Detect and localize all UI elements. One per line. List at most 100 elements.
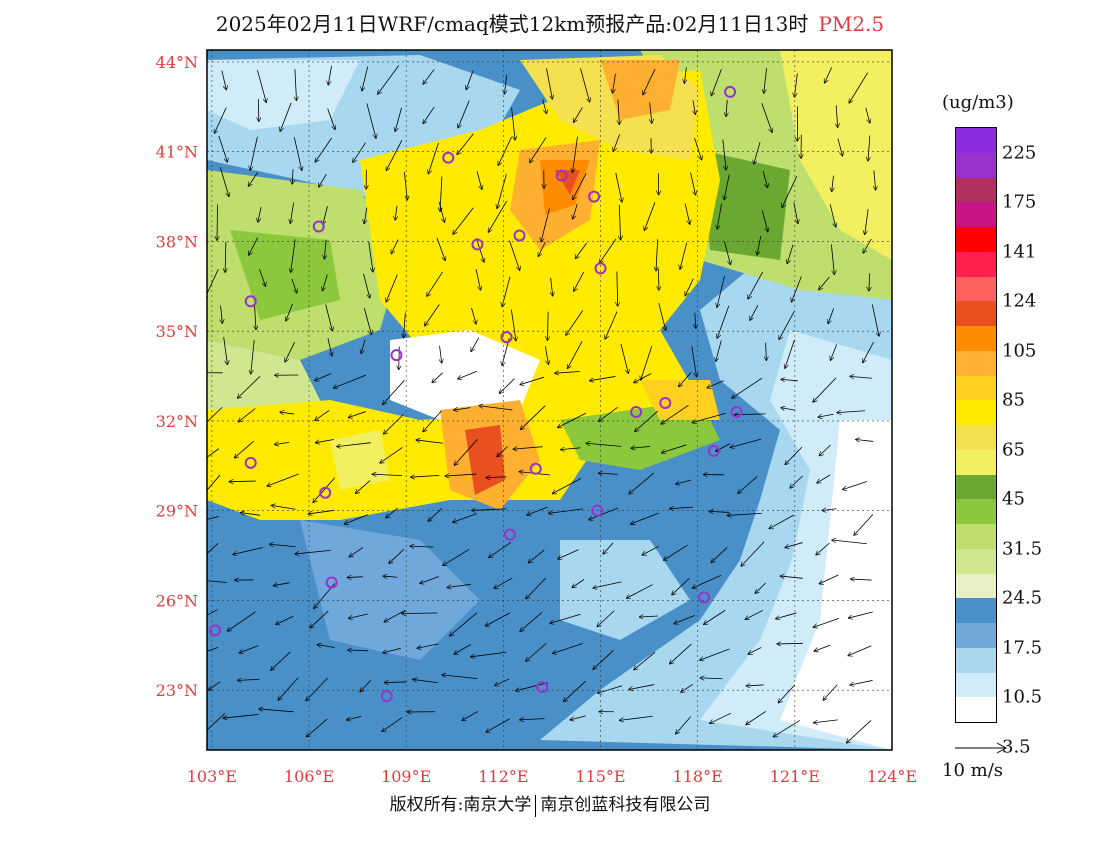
wind-vector [267,473,299,486]
wind-vector [643,68,656,95]
wind-vector [348,650,368,651]
wind-vector [722,139,726,170]
wind-vector [254,304,255,330]
wind-vector [454,408,471,410]
wind-vector [764,68,767,93]
wind-vector [207,406,223,423]
wind-vector [513,446,543,449]
wind-vector [572,579,585,587]
wind-vector [746,685,764,686]
wind-vector [550,613,581,623]
legend-swatch [956,474,996,500]
wind-vector [787,244,794,264]
wind-vector [360,680,372,691]
legend-units: (ug/m3) [942,92,1014,113]
wind-vector [704,609,726,624]
wind-vector [276,615,294,624]
wind-vector [384,414,404,434]
legend-swatch [956,326,996,351]
wind-vector [499,378,515,394]
wind-vector [620,343,628,373]
map-frame [206,49,893,751]
wind-vector [781,576,803,578]
wind-vector [710,511,730,512]
wind-vector [259,268,266,286]
wind-vector [710,712,732,723]
wind-vector [603,542,614,554]
wind-vector [462,710,479,720]
wind-vector [349,547,364,556]
wind-vector [766,342,767,360]
wind-vector [280,412,295,414]
wind-vector [290,202,295,224]
wind-vector [600,238,617,263]
wind-vector [832,540,867,545]
wind-vector [549,508,583,513]
wind-vector [605,311,618,339]
wind-vector [382,717,403,732]
wind-vector [777,643,803,644]
wind-vector [561,448,581,450]
city-marker [536,681,549,694]
wind-vector [413,679,439,684]
wind-vector [328,65,332,85]
wind-vector [221,70,226,90]
city-marker [588,190,601,203]
wind-vector [475,238,484,262]
wind-vector [417,643,439,648]
wind-vector [640,616,659,617]
wind-vector [553,642,583,653]
copyright-right: 南京创蓝科技有限公司 [540,795,711,815]
wind-vector [865,209,869,234]
wind-vector [498,136,512,165]
wind-vector [586,443,622,447]
wind-vector [679,372,692,386]
wind-vector [270,544,296,548]
wind-vector [642,545,659,555]
wind-vector [207,713,226,731]
legend-tick: 31.5 [1002,538,1043,560]
wind-vector [423,106,435,123]
wind-vector [361,339,366,354]
wind-vector [366,103,376,138]
city-marker [503,528,516,541]
wind-vector [440,345,442,363]
wind-vector [425,304,440,325]
wind-vector [546,68,552,98]
wind-vector [676,479,692,484]
wind-vector [863,341,874,363]
wind-vector [726,99,727,116]
wind-vector [324,239,326,259]
wind-vector [782,176,798,207]
legend-swatch [956,301,996,326]
legend-swatch [956,177,996,203]
city-marker [513,229,526,242]
wind-vector [438,201,444,222]
wind-vector [223,714,259,718]
wind-vector [711,68,722,95]
wind-vector [573,203,578,219]
wind-vector [684,67,686,83]
wind-vector [225,241,226,272]
wind-vector [453,513,477,523]
wind-vector [476,171,482,189]
wind-vector [850,680,873,685]
wind-vector [239,645,259,653]
wind-vector [774,720,800,736]
wind-vector [423,410,442,431]
wind-vector [693,100,695,114]
wind-vector [848,645,872,656]
wind-vector [454,644,471,654]
wind-vector [479,406,513,411]
wind-vector [307,718,328,737]
wind-vector [423,69,435,83]
latitude-axis: 44°N 41°N 38°N 35°N 32°N 29°N 26°N 23°N [156,53,198,700]
wind-vector [504,74,506,94]
wind-vector [814,644,831,651]
wind-vector [259,709,294,713]
wind-vector [214,107,227,133]
wind-vector [411,475,440,477]
wind-vector [248,172,258,187]
city-marker [471,238,484,251]
